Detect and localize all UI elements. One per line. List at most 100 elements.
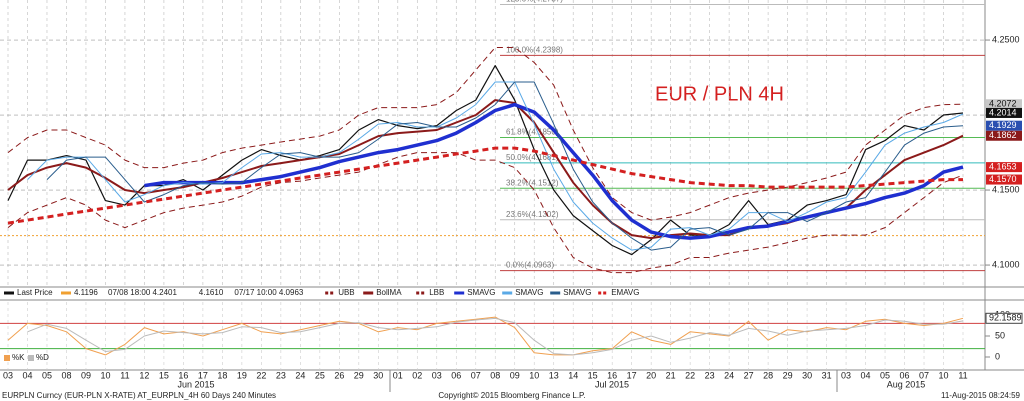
x-tick-label: 15 bbox=[588, 370, 598, 380]
x-tick-label: 11 bbox=[958, 370, 967, 380]
series-line bbox=[27, 317, 964, 356]
x-tick-label: 02 bbox=[412, 370, 422, 380]
price-flag-label: 4.1862 bbox=[989, 130, 1017, 140]
price-flag bbox=[986, 120, 1022, 131]
x-tick-label: 11 bbox=[120, 370, 129, 380]
price-flag-label: 4.1570 bbox=[989, 174, 1017, 184]
x-tick-label: 10 bbox=[529, 370, 539, 380]
legend-label: BollMA bbox=[376, 288, 402, 297]
x-tick-label: 22 bbox=[256, 370, 266, 380]
x-tick-label: 19 bbox=[237, 370, 247, 380]
legend-label: 07/17 10:00 4.0963 bbox=[234, 288, 304, 297]
footer-right: 11-Aug-2015 08:24:59 bbox=[941, 391, 1021, 400]
x-tick-label: 28 bbox=[763, 370, 773, 380]
x-tick-label: 09 bbox=[81, 370, 91, 380]
x-tick-label: 14 bbox=[568, 370, 578, 380]
x-tick-label: 05 bbox=[42, 370, 52, 380]
level-label: 23.6%(4.1302) bbox=[506, 210, 559, 219]
x-tick-label: 05 bbox=[880, 370, 890, 380]
level-label: 38.2%(4.1512) bbox=[506, 178, 559, 187]
month-label: Jun 2015 bbox=[177, 379, 214, 389]
series-line bbox=[7, 152, 964, 274]
x-tick-label: 10 bbox=[939, 370, 949, 380]
legend-label: SMAVG bbox=[563, 288, 591, 297]
x-tick-label: 24 bbox=[295, 370, 305, 380]
legend-label: SMAVG bbox=[467, 288, 495, 297]
legend-label: 4.1610 bbox=[199, 288, 224, 297]
price-flag-label: 4.1929 bbox=[989, 120, 1017, 130]
chart-title: EUR / PLN 4H bbox=[655, 83, 784, 105]
series-line bbox=[46, 81, 964, 251]
x-tick-label: 25 bbox=[315, 370, 325, 380]
month-label: Aug 2015 bbox=[887, 379, 926, 389]
footer-left: EURPLN Curncy (EUR-PLN X-RATE) AT_EURPLN… bbox=[2, 391, 276, 400]
price-flag bbox=[986, 174, 1022, 185]
price-flag bbox=[986, 162, 1022, 173]
legend-label: 07/08 18:00 4.2401 bbox=[108, 288, 178, 297]
x-tick-label: 03 bbox=[3, 370, 13, 380]
price-flag-label: 4.2072 bbox=[989, 99, 1017, 109]
price-flag bbox=[986, 99, 1022, 110]
x-tick-label: 17 bbox=[198, 370, 208, 380]
x-tick-label: 12 bbox=[139, 370, 149, 380]
x-tick-label: 01 bbox=[393, 370, 403, 380]
x-tick-label: 23 bbox=[276, 370, 286, 380]
x-tick-label: 26 bbox=[334, 370, 344, 380]
x-tick-label: 16 bbox=[607, 370, 617, 380]
x-tick-label: 08 bbox=[61, 370, 71, 380]
legend-label: EMAVG bbox=[611, 288, 639, 297]
x-tick-label: 07 bbox=[471, 370, 481, 380]
x-tick-label: 20 bbox=[646, 370, 656, 380]
osc-flag bbox=[985, 312, 1023, 324]
level-label: 50.0%(4.1681) bbox=[506, 153, 559, 162]
x-tick-label: 04 bbox=[861, 370, 871, 380]
x-tick-label: 06 bbox=[451, 370, 461, 380]
osc-flag-label: 92.1589 bbox=[989, 313, 1022, 323]
x-tick-label: 07 bbox=[919, 370, 929, 380]
level-label: 100.0%(4.2398) bbox=[506, 45, 563, 54]
x-tick-label: 10 bbox=[100, 370, 110, 380]
y-tick-label: 4.2500 bbox=[992, 34, 1020, 44]
osc-y-tick-label: 0 bbox=[995, 351, 1000, 361]
y-tick-label: 4.1000 bbox=[992, 259, 1020, 269]
osc-legend-label: %K bbox=[12, 353, 25, 362]
series-line bbox=[27, 81, 964, 251]
level-label: 0.0%(4.0963) bbox=[506, 261, 554, 270]
legend-label: Last Price bbox=[17, 288, 53, 297]
x-tick-label: 21 bbox=[666, 370, 676, 380]
x-tick-label: 29 bbox=[354, 370, 364, 380]
price-flag bbox=[986, 130, 1022, 141]
x-tick-label: 30 bbox=[373, 370, 383, 380]
x-tick-label: 15 bbox=[159, 370, 169, 380]
level-label: 61.8%(4.1850) bbox=[506, 128, 559, 137]
x-tick-label: 30 bbox=[802, 370, 812, 380]
x-tick-label: 27 bbox=[744, 370, 754, 380]
legend-label: LBB bbox=[429, 288, 444, 297]
x-tick-label: 03 bbox=[841, 370, 851, 380]
x-tick-label: 23 bbox=[705, 370, 715, 380]
price-flag-label: 4.2014 bbox=[989, 107, 1017, 117]
footer-center: Copyright© 2015 Bloomberg Finance L.P. bbox=[438, 391, 585, 400]
osc-legend-swatch bbox=[4, 355, 10, 361]
x-tick-label: 22 bbox=[685, 370, 695, 380]
x-tick-label: 24 bbox=[724, 370, 734, 380]
x-tick-label: 13 bbox=[549, 370, 559, 380]
series-line bbox=[7, 146, 963, 225]
x-tick-label: 09 bbox=[510, 370, 520, 380]
x-tick-label: 03 bbox=[432, 370, 442, 380]
x-tick-label: 16 bbox=[178, 370, 188, 380]
x-tick-label: 06 bbox=[900, 370, 910, 380]
series-line bbox=[7, 47, 964, 221]
level-label: 123.6%(4.2737) bbox=[506, 0, 563, 4]
month-label: Jul 2015 bbox=[595, 379, 629, 389]
osc-y-tick-label: 50 bbox=[995, 330, 1005, 340]
price-flag-label: 4.1653 bbox=[989, 161, 1017, 171]
legend-label: SMAVG bbox=[515, 288, 543, 297]
x-tick-label: 08 bbox=[490, 370, 500, 380]
legend-label: UBB bbox=[338, 288, 354, 297]
x-tick-label: 18 bbox=[217, 370, 227, 380]
x-tick-label: 29 bbox=[783, 370, 793, 380]
osc-legend-swatch bbox=[28, 355, 34, 361]
legend-label: 4.1196 bbox=[74, 288, 98, 297]
